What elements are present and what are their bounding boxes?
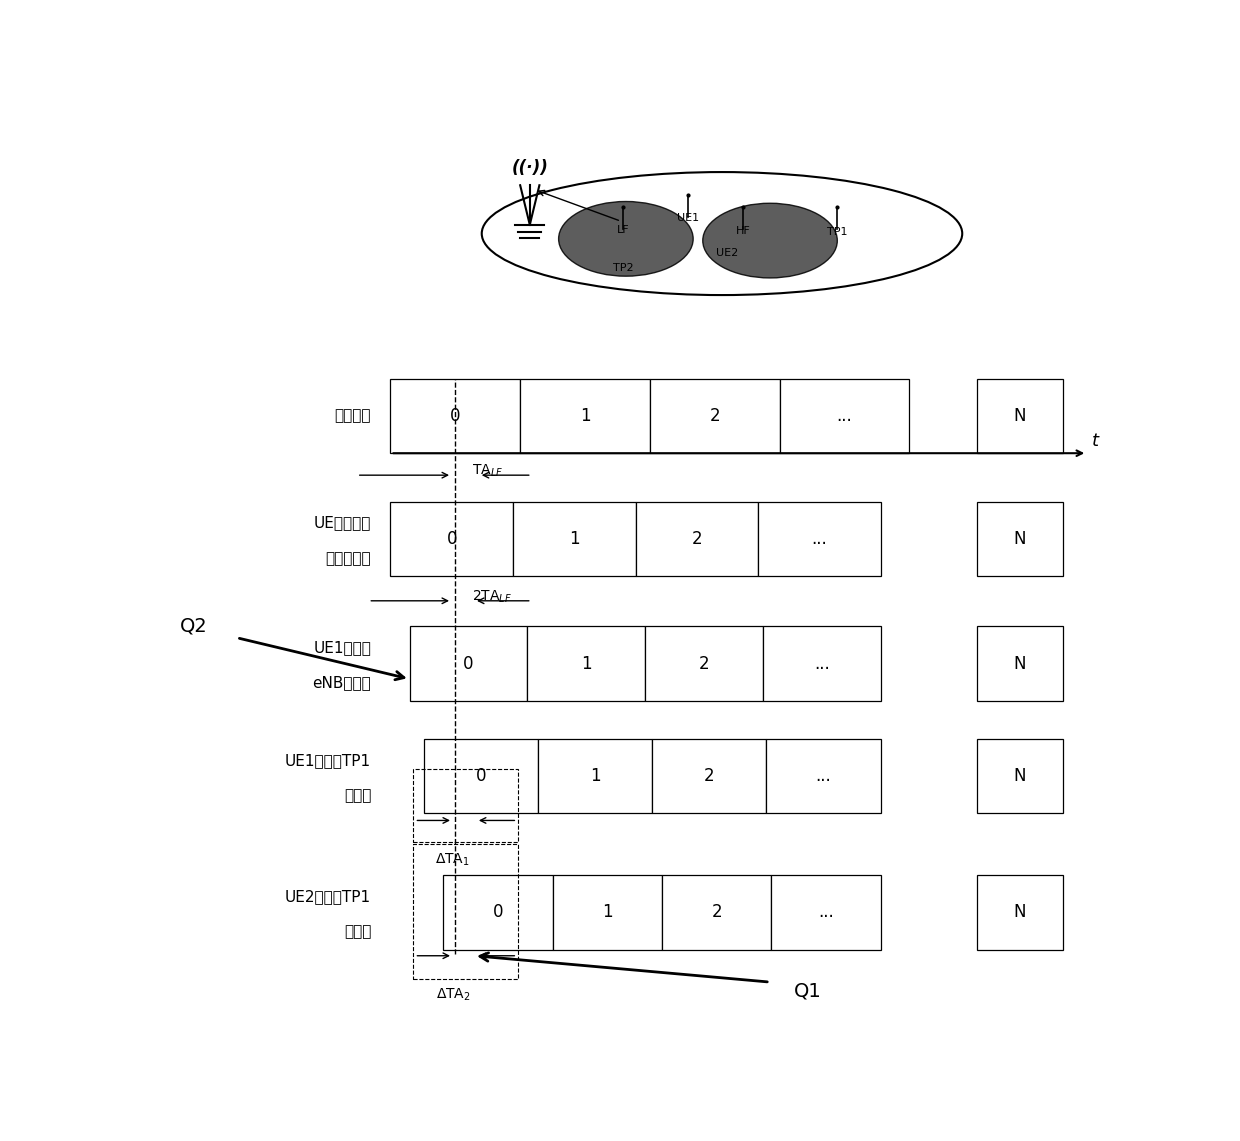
Text: Q1: Q1 [794,981,822,1001]
Bar [424,738,538,814]
Text: 1: 1 [580,655,591,673]
Text: t: t [1092,431,1099,450]
Text: UE1发送到: UE1发送到 [314,640,371,655]
Text: ...: ... [818,904,833,921]
Bar [763,626,880,701]
Text: Q2: Q2 [180,617,208,636]
Text: 的信号: 的信号 [343,924,371,939]
Text: 0: 0 [450,407,460,424]
Bar [650,379,780,453]
Text: 0: 0 [476,767,486,785]
Bar [977,626,1063,701]
Text: 2: 2 [712,904,722,921]
Text: HF: HF [735,226,750,236]
Bar [538,738,652,814]
Text: 的信号: 的信号 [343,788,371,803]
Text: N: N [1013,407,1027,424]
Bar [652,738,766,814]
Text: 1: 1 [569,529,579,548]
Text: UE1发送到TP1: UE1发送到TP1 [285,753,371,768]
Bar [645,626,763,701]
Text: ((·)): ((·)) [511,159,548,177]
Text: LF: LF [616,225,630,235]
Text: 0: 0 [446,529,458,548]
Bar [391,379,521,453]
Ellipse shape [703,203,837,278]
Bar [527,626,645,701]
Bar [977,379,1063,453]
Text: ...: ... [837,407,852,424]
Bar [977,875,1063,949]
Ellipse shape [558,202,693,276]
Text: $\Delta$TA$_2$: $\Delta$TA$_2$ [435,987,470,1003]
Bar [662,875,771,949]
Text: UE2: UE2 [715,248,738,258]
Bar [977,738,1063,814]
Text: ...: ... [816,767,831,785]
Text: UE2发送到TP1: UE2发送到TP1 [285,889,371,904]
Text: 系统时钟: 系统时钟 [335,408,371,423]
Bar [758,502,880,576]
Text: eNB的信号: eNB的信号 [312,675,371,690]
Text: 0: 0 [492,904,503,921]
Text: 2: 2 [692,529,702,548]
Text: ...: ... [813,655,830,673]
Text: 2TA$_{LF}$: 2TA$_{LF}$ [472,589,512,605]
Text: 1: 1 [601,904,613,921]
Bar [413,844,518,979]
Text: N: N [1013,655,1027,673]
Text: TP1: TP1 [827,227,848,237]
Text: 0: 0 [464,655,474,673]
Text: 2: 2 [709,407,720,424]
Bar [513,502,636,576]
Bar [977,502,1063,576]
Bar [771,875,880,949]
Text: UE1: UE1 [677,212,699,222]
Bar [413,769,518,842]
Text: N: N [1013,904,1027,921]
Text: TA$_{LF}$: TA$_{LF}$ [472,462,503,479]
Ellipse shape [481,172,962,296]
Bar [391,502,513,576]
Text: 2: 2 [704,767,714,785]
Bar [766,738,880,814]
Bar [444,875,553,949]
Text: $\Delta$TA$_1$: $\Delta$TA$_1$ [435,851,470,867]
Text: 2: 2 [698,655,709,673]
Text: TP2: TP2 [613,262,634,273]
Text: 路上的时钟: 路上的时钟 [326,551,371,566]
Bar [553,875,662,949]
Text: N: N [1013,767,1027,785]
Bar [521,379,650,453]
Text: UE在低频链: UE在低频链 [314,516,371,531]
Bar [409,626,527,701]
Text: N: N [1013,529,1027,548]
Bar [635,502,758,576]
Bar [780,379,909,453]
Text: ...: ... [811,529,827,548]
Text: 1: 1 [580,407,590,424]
Text: 1: 1 [590,767,600,785]
